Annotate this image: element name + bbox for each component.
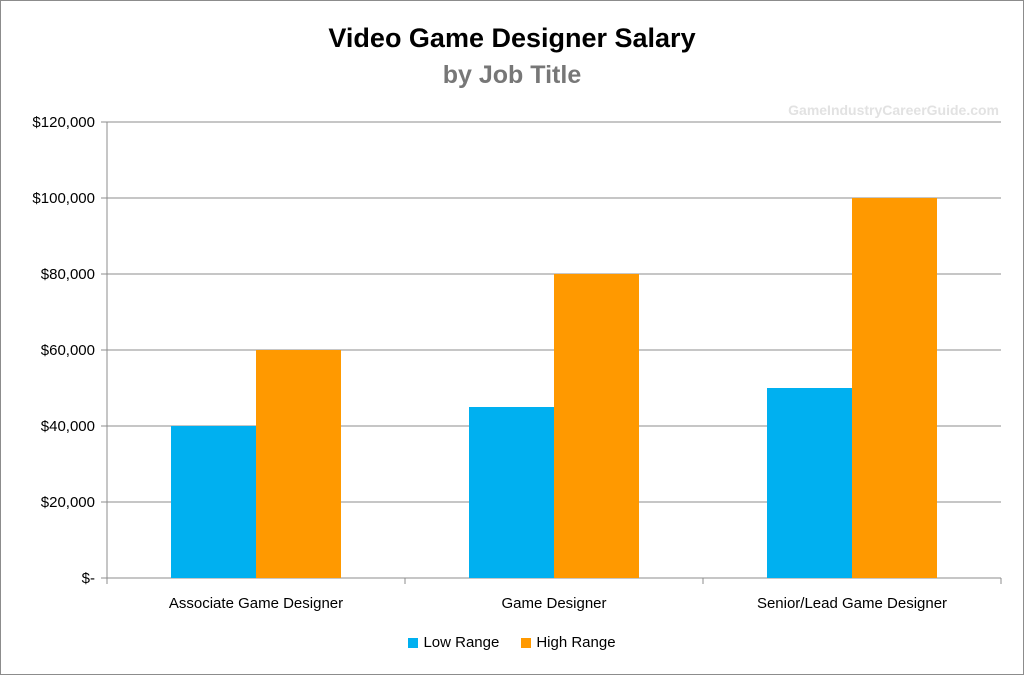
y-tick-label: $- — [82, 570, 95, 587]
y-tick-label: $20,000 — [41, 494, 95, 511]
bar-low-range-senior-lead-game-designer — [767, 388, 852, 578]
watermark: GameIndustryCareerGuide.com — [788, 102, 999, 118]
y-tick-label: $120,000 — [32, 114, 95, 131]
bar-high-range-associate-game-designer — [256, 350, 341, 578]
x-tick-label: Game Designer — [501, 595, 606, 612]
legend-item-low-range: Low Range — [408, 634, 499, 651]
bar-low-range-associate-game-designer — [171, 426, 256, 578]
legend-item-high-range: High Range — [521, 634, 616, 651]
legend: Low Range High Range — [1, 634, 1023, 651]
legend-label-high-range: High Range — [536, 634, 616, 651]
legend-label-low-range: Low Range — [423, 634, 500, 651]
bar-high-range-game-designer — [554, 274, 639, 578]
y-tick-label: $40,000 — [41, 418, 95, 435]
y-tick-label: $100,000 — [32, 190, 95, 207]
bar-low-range-game-designer — [469, 407, 554, 578]
legend-swatch-low-range — [408, 637, 419, 648]
x-tick-label: Senior/Lead Game Designer — [757, 595, 947, 612]
x-tick-label: Associate Game Designer — [169, 595, 343, 612]
bar-high-range-senior-lead-game-designer — [852, 198, 937, 578]
y-tick-label: $60,000 — [41, 342, 95, 359]
legend-swatch-high-range — [521, 637, 532, 648]
y-tick-label: $80,000 — [41, 266, 95, 283]
chart-title: Video Game Designer Salary — [328, 23, 696, 53]
chart-subtitle: by Job Title — [442, 61, 582, 89]
